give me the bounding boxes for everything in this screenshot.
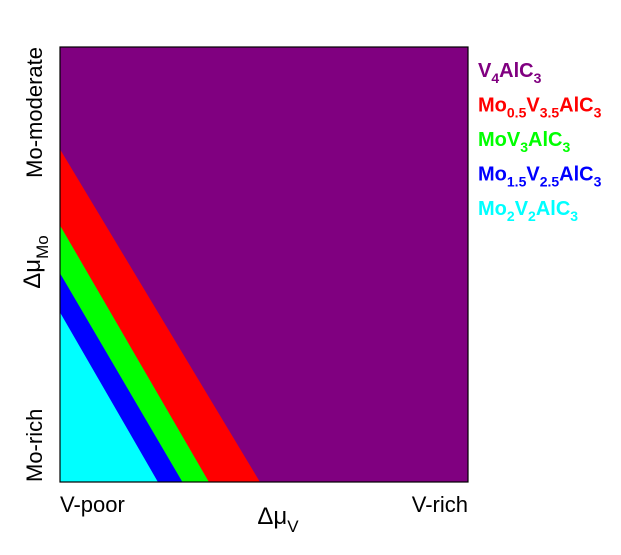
- legend: V4AlC3 Mo0.5V3.5AlC3 MoV3AlC3 Mo1.5V2.5AlC3…: [478, 60, 602, 224]
- legend-entry-mo2v2alc3: Mo2V2AlC3: [478, 198, 578, 224]
- x-tick-label-low: V-poor: [60, 492, 125, 517]
- y-axis-label: ΔμMo: [19, 235, 52, 288]
- legend-entry-v4alc3: V4AlC3: [478, 60, 542, 86]
- legend-entry-mov3alc3: MoV3AlC3: [478, 129, 570, 155]
- y-axis-label-symbol: Δμ: [19, 259, 46, 289]
- x-axis-label-subscript: V: [287, 517, 299, 536]
- phase-region-mo2v2alc3: [60, 312, 158, 482]
- phase-regions: [60, 47, 468, 482]
- x-axis-label-symbol: Δμ: [257, 503, 287, 530]
- y-tick-label-low: Mo-rich: [22, 409, 47, 482]
- y-axis-label-subscript: Mo: [33, 235, 52, 259]
- x-tick-label-high: V-rich: [412, 492, 468, 517]
- legend-entry-mo0-5v3-5alc3: Mo0.5V3.5AlC3: [478, 95, 602, 121]
- y-tick-label-high: Mo-moderate: [22, 47, 47, 178]
- plot-frame: [59, 46, 469, 483]
- legend-entry-mo1-5v2-5alc3: Mo1.5V2.5AlC3: [478, 164, 602, 190]
- x-axis-label: ΔμV: [257, 503, 299, 536]
